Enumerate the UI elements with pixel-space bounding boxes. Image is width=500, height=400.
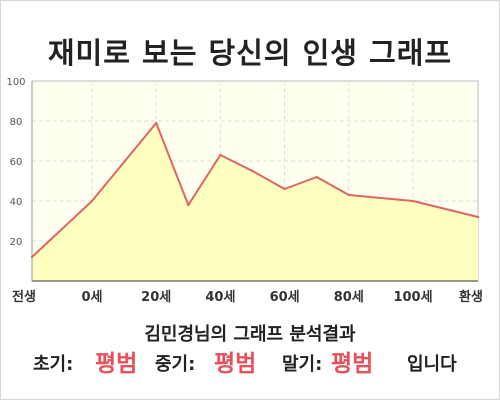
x-tick-label: 80세	[334, 290, 364, 305]
series-area	[32, 123, 478, 281]
page-title: 재미로 보는 당신의 인생 그래프	[47, 36, 453, 70]
y-tick-label: 20	[10, 237, 23, 248]
result-suffix: 입니다	[407, 354, 457, 375]
x-tick-label: 20세	[141, 290, 171, 305]
mid-label: 중기:	[155, 354, 196, 375]
data-point	[90, 199, 94, 203]
x-tick-label: 60세	[270, 290, 300, 305]
data-point	[219, 153, 222, 157]
x-tick-label: 40세	[205, 290, 235, 305]
data-point	[187, 203, 190, 207]
y-tick-label: 60	[10, 157, 23, 168]
y-tick-label: 40	[10, 197, 23, 208]
x-tick-label: 0세	[81, 290, 102, 305]
mid-value: 평범	[214, 351, 257, 377]
late-value: 평범	[331, 351, 374, 377]
data-point	[283, 187, 286, 191]
data-point	[155, 121, 158, 125]
x-tick-label: 전생	[12, 289, 36, 305]
data-point	[476, 215, 480, 219]
analysis-subtitle: 김민경님의 그래프 분석결과	[144, 324, 356, 345]
late-label: 말기:	[282, 354, 323, 375]
data-point	[251, 169, 254, 173]
y-tick-label: 100	[6, 77, 25, 88]
x-tick-label: 환생	[459, 289, 483, 305]
data-point	[315, 175, 318, 179]
early-label: 초기:	[33, 354, 74, 375]
x-tick-label: 100세	[393, 290, 432, 305]
early-value: 평범	[95, 351, 138, 377]
y-tick-label: 80	[10, 117, 23, 128]
data-point	[347, 193, 350, 197]
data-point	[411, 199, 415, 203]
